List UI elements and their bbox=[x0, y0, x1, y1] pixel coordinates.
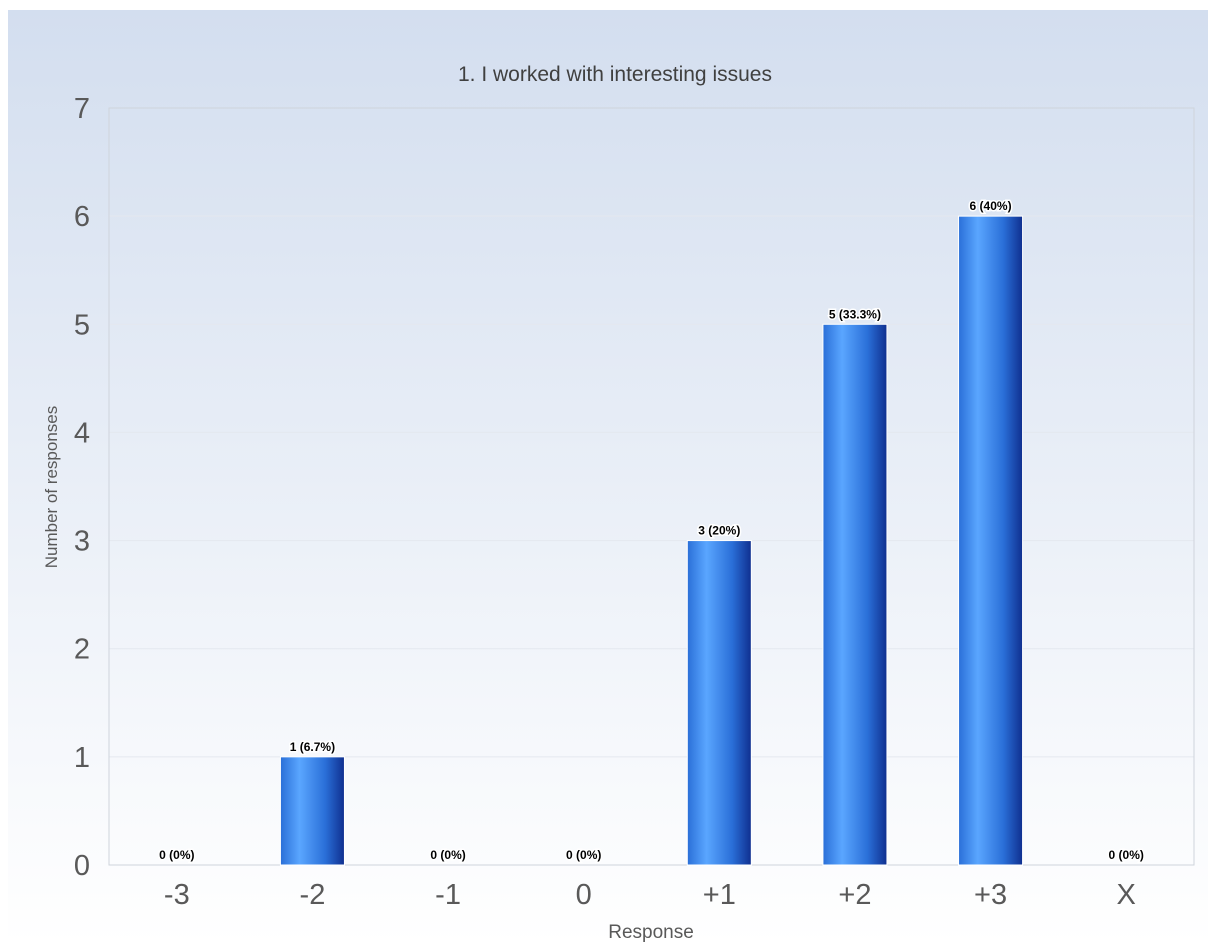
data-label: 0 (0%) bbox=[430, 848, 465, 862]
chart-title: 1. I worked with interesting issues bbox=[458, 63, 772, 86]
data-label: 0 (0%) bbox=[159, 848, 194, 862]
data-label: 6 (40%) bbox=[970, 199, 1012, 213]
y-axis-ticks: 0 1 2 3 4 5 6 7 bbox=[74, 93, 90, 882]
data-labels: 0 (0%) 1 (6.7%) 0 (0%) 0 (0%) 3 (20%) 5 (33.3… bbox=[158, 198, 1146, 864]
y-tick-label: 2 bbox=[74, 634, 90, 666]
bar bbox=[822, 323, 888, 866]
plot-area-border bbox=[108, 107, 1195, 866]
data-label: 0 (0%) bbox=[1109, 848, 1144, 862]
x-tick-label: -2 bbox=[300, 879, 326, 911]
bars bbox=[279, 215, 1024, 866]
data-label: 1 (6.7%) bbox=[290, 740, 335, 754]
x-tick-label: 0 bbox=[576, 879, 592, 911]
y-tick-label: 3 bbox=[74, 526, 90, 558]
x-tick-label: +2 bbox=[838, 879, 871, 911]
bar bbox=[279, 756, 345, 866]
x-tick-label: +3 bbox=[974, 879, 1007, 911]
x-axis-label: Response bbox=[608, 922, 694, 943]
x-tick-label: X bbox=[1117, 879, 1136, 911]
data-label: 3 (20%) bbox=[698, 524, 740, 538]
bar bbox=[958, 215, 1024, 866]
data-label: 0 (0%) bbox=[566, 848, 601, 862]
data-label: 5 (33.3%) bbox=[829, 307, 881, 321]
y-tick-label: 5 bbox=[74, 309, 90, 341]
y-tick-label: 0 bbox=[74, 850, 90, 882]
y-tick-label: 7 bbox=[74, 93, 90, 125]
bar bbox=[686, 540, 752, 866]
x-tick-label: -3 bbox=[164, 879, 190, 911]
x-axis-ticks: -3 -2 -1 0 +1 +2 +3 X bbox=[164, 879, 1136, 911]
x-tick-label: -1 bbox=[435, 879, 461, 911]
y-tick-label: 1 bbox=[74, 742, 90, 774]
y-tick-label: 6 bbox=[74, 201, 90, 233]
chart-background bbox=[8, 10, 1208, 944]
y-tick-label: 4 bbox=[74, 417, 90, 449]
y-axis-label: Number of responses bbox=[42, 406, 61, 569]
x-tick-label: +1 bbox=[703, 879, 736, 911]
